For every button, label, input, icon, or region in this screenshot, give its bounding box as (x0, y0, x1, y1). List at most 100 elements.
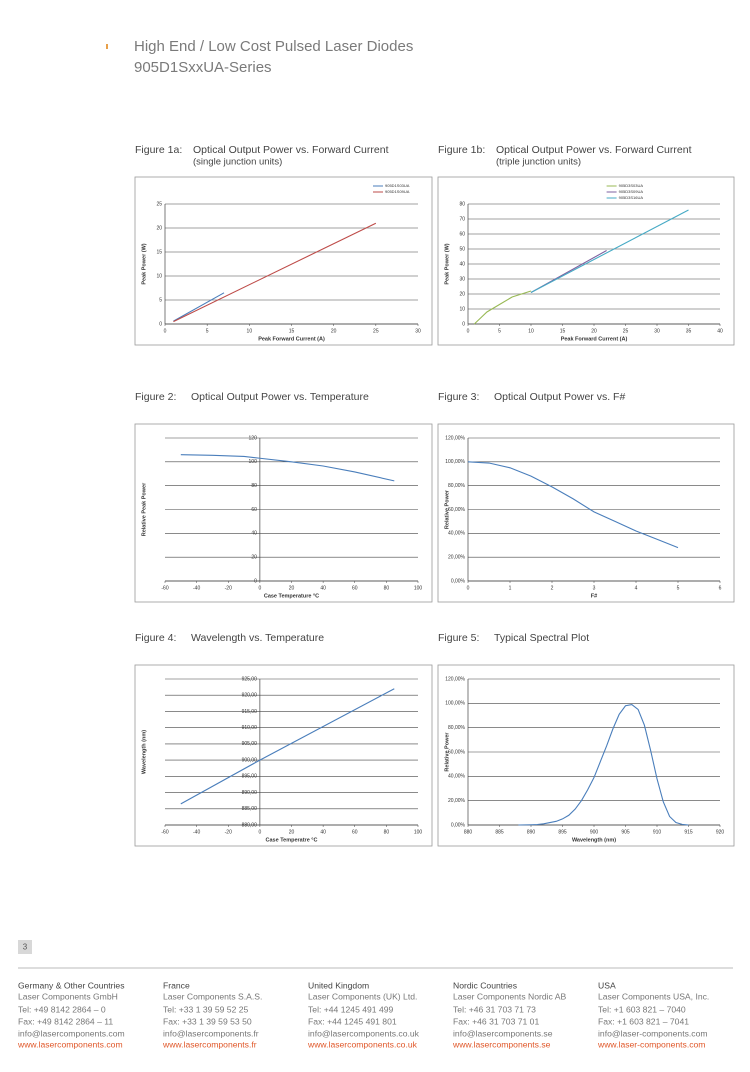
chart-frame (437, 423, 735, 603)
x-tick-label: -60 (161, 829, 168, 835)
y-tick-label: 20,00% (448, 554, 466, 560)
x-tick-label: 6 (719, 585, 722, 591)
y-tick-label: 885,00 (242, 806, 258, 812)
y-tick-label: 25 (156, 201, 162, 207)
y-tick-label: 15 (156, 249, 162, 255)
y-tick-label: 10 (156, 273, 162, 279)
chart-frame (437, 664, 735, 847)
y-tick-label: 60 (251, 507, 257, 513)
y-tick-label: 925,00 (242, 676, 258, 682)
chart-frame (134, 423, 433, 603)
footer-company: Laser Components (UK) Ltd. (308, 991, 417, 1001)
y-axis-title: Wavelength (nm) (141, 730, 147, 774)
y-tick-label: 5 (159, 297, 162, 303)
footer-region: France (163, 980, 190, 990)
x-tick-label: 15 (289, 328, 295, 334)
y-tick-label: 40,00% (448, 774, 466, 780)
y-tick-label: 30 (459, 276, 465, 282)
footer-tel: Tel: +46 31 703 71 73 (453, 1004, 536, 1014)
x-axis-title: Case Temperatre °C (266, 837, 318, 843)
y-tick-label: 120,00% (445, 676, 465, 682)
data-line (467, 461, 679, 549)
x-tick-label: 80 (384, 585, 390, 591)
footer-company: Laser Components USA, Inc. (598, 991, 709, 1001)
x-axis-title: Peak Forward Current (A) (561, 336, 628, 342)
footer-email: info@lasercomponents.com (18, 1028, 125, 1038)
x-tick-label: -40 (193, 829, 200, 835)
x-tick-label: -40 (193, 585, 200, 591)
x-tick-label: 5 (677, 585, 680, 591)
y-tick-label: 910,00 (242, 725, 258, 731)
y-tick-label: 80 (459, 201, 465, 207)
footer-fax: Fax: +44 1245 491 801 (308, 1016, 397, 1026)
x-tick-label: 5 (206, 328, 209, 334)
x-axis-title: Wavelength (nm) (572, 837, 616, 843)
x-tick-label: 20 (331, 328, 337, 334)
x-tick-label: 2 (551, 585, 554, 591)
footer-fax: Fax: +49 8142 2864 – 11 (18, 1016, 113, 1026)
footer-email: info@lasercomponents.fr (163, 1028, 259, 1038)
x-axis-title: F# (591, 593, 597, 599)
x-tick-label: 30 (415, 328, 421, 334)
footer-tel: Tel: +49 8142 2864 – 0 (18, 1004, 106, 1014)
y-tick-label: 20 (251, 554, 257, 560)
footer-region: Germany & Other Countries (18, 980, 125, 990)
x-tick-label: 3 (593, 585, 596, 591)
y-axis-title: Peak Power (W) (444, 243, 450, 284)
figure-label: Figure 1b: (438, 144, 485, 156)
footer-tel: Tel: +33 1 39 59 52 25 (163, 1004, 249, 1014)
legend-label: 905D3S09UA (619, 189, 644, 194)
x-tick-label: 1 (509, 585, 512, 591)
figure-title: Optical Output Power vs. Forward Current (193, 144, 389, 156)
y-axis-title: Relative Power (444, 489, 450, 529)
figure-label: Figure 3: (438, 391, 479, 403)
y-tick-label: 10 (459, 306, 465, 312)
y-tick-label: 60 (459, 231, 465, 237)
y-tick-label: 20 (459, 291, 465, 297)
x-tick-label: 10 (528, 328, 534, 334)
legend-label: 905D1S03UA (385, 183, 410, 188)
x-tick-label: 100 (414, 585, 423, 591)
footer-email: info@lasercomponents.se (453, 1028, 553, 1038)
figure: Figure 1a: Optical Output Power vs. Forwa… (134, 144, 433, 346)
data-line (530, 209, 689, 293)
x-tick-label: 0 (258, 585, 261, 591)
legend-label: 905D1S09UA (385, 189, 410, 194)
x-tick-label: 40 (320, 829, 326, 835)
figure: Figure 5: Typical Spectral Plot 0,00% 20,00… (437, 632, 735, 847)
y-tick-label: 100,00% (445, 459, 465, 465)
figure: Figure 2: Optical Output Power vs. Temper… (134, 391, 433, 603)
footer-web: www.lasercomponents.se (452, 1039, 551, 1049)
y-tick-label: 920,00 (242, 693, 258, 699)
y-tick-label: 890,00 (242, 790, 258, 796)
y-tick-label: 80,00% (448, 483, 466, 489)
footer-fax: Fax: +33 1 39 59 53 50 (163, 1016, 252, 1026)
footer-region: Nordic Countries (453, 980, 517, 990)
footer-company: Laser Components GmbH (18, 991, 118, 1001)
footer-email: info@laser-components.com (598, 1028, 708, 1038)
x-tick-label: 900 (590, 829, 599, 835)
x-tick-label: 20 (591, 328, 597, 334)
y-tick-label: 0,00% (451, 822, 466, 828)
x-tick-label: 885 (495, 829, 504, 835)
x-tick-label: 915 (684, 829, 693, 835)
figure-label: Figure 4: (135, 632, 176, 644)
footer-company: Laser Components S.A.S. (163, 991, 262, 1001)
footer-region: United Kingdom (308, 980, 369, 990)
x-tick-label: 5 (498, 328, 501, 334)
figure-title: Typical Spectral Plot (494, 632, 589, 644)
figure-title: Optical Output Power vs. Forward Current (496, 144, 692, 156)
data-line (180, 454, 395, 482)
y-tick-label: 60,00% (448, 507, 466, 513)
x-tick-label: 25 (373, 328, 379, 334)
x-tick-label: 10 (247, 328, 253, 334)
figure-label: Figure 5: (438, 632, 479, 644)
figure-title: Optical Output Power vs. Temperature (191, 391, 369, 403)
y-axis-title: Relative Power (444, 732, 450, 772)
figure-title: Wavelength vs. Temperature (191, 632, 324, 644)
data-line (473, 290, 532, 325)
y-tick-label: 40 (251, 531, 257, 537)
x-axis-title: Case Temperature °C (264, 593, 319, 599)
